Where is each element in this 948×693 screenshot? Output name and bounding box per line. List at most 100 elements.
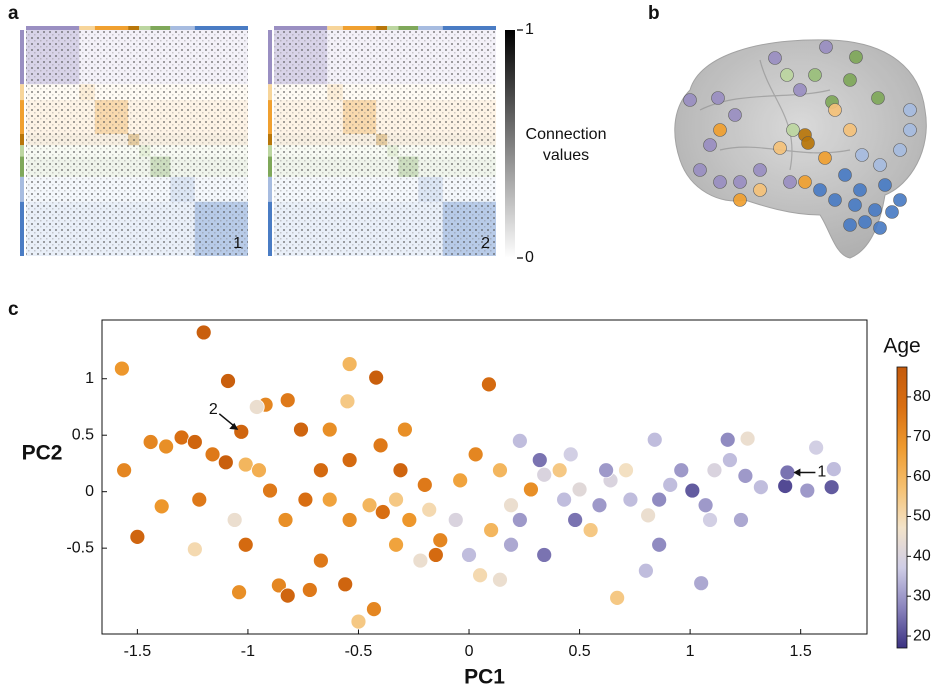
brain-node: [813, 183, 827, 197]
colorbar-label: Age: [883, 335, 920, 358]
data-point: [312, 552, 329, 569]
data-point: [341, 512, 358, 528]
data-point: [397, 421, 413, 438]
data-point: [523, 481, 539, 498]
brain-node: [873, 158, 887, 172]
data-point: [492, 462, 508, 479]
data-point: [702, 512, 718, 528]
data-point: [237, 536, 254, 553]
y-tick-label: -0.5: [66, 539, 94, 556]
brain-node: [780, 68, 794, 82]
data-point: [618, 462, 634, 479]
data-point: [752, 479, 769, 496]
x-axis-label: PC1: [464, 666, 505, 689]
data-point: [673, 462, 690, 479]
data-point: [511, 432, 528, 449]
data-point: [186, 434, 203, 450]
module-bar: [194, 26, 248, 30]
data-point: [582, 522, 599, 538]
data-point: [638, 562, 654, 579]
brain-node: [703, 138, 717, 152]
y-tick-label: 0: [85, 483, 94, 500]
data-point: [556, 491, 572, 508]
data-point: [191, 491, 208, 508]
module-bar: [139, 26, 151, 30]
module-bar: [20, 30, 24, 85]
brain-node: [843, 218, 857, 232]
data-point: [427, 547, 444, 563]
module-bar: [418, 26, 443, 30]
module-bar: [398, 26, 419, 30]
panel-label: a: [8, 3, 19, 24]
brain-node: [808, 68, 822, 82]
module-bar: [268, 100, 272, 134]
data-point: [277, 512, 294, 528]
y-axis-label: PC2: [22, 442, 63, 465]
brain-node: [768, 51, 782, 65]
colorbar-tick-label: 50: [913, 508, 931, 525]
x-tick-label: 0: [465, 643, 474, 660]
module-bar: [268, 176, 272, 202]
colorbar-tick-label: 1: [525, 21, 534, 38]
data-point: [195, 324, 212, 341]
data-point: [279, 392, 296, 409]
brain-node: [871, 91, 885, 105]
data-point: [416, 477, 433, 493]
brain-node: [853, 183, 867, 197]
module-bar: [268, 201, 272, 256]
module-bar: [170, 26, 195, 30]
brain-node: [753, 163, 767, 177]
colorbar: [505, 30, 515, 258]
x-tick-label: -1.5: [124, 643, 152, 660]
data-point: [113, 360, 130, 377]
x-tick-label: 0.5: [568, 643, 590, 660]
data-point: [231, 584, 247, 601]
data-point: [591, 497, 608, 514]
colorbar-tick-label: 70: [913, 428, 931, 445]
data-point: [432, 532, 449, 549]
brain-node: [849, 50, 863, 64]
brain-node: [728, 108, 742, 122]
matrix-label: 1: [233, 235, 242, 252]
data-point: [372, 437, 389, 454]
data-point: [173, 429, 190, 446]
data-point: [321, 491, 338, 508]
annotation-arrowhead: [229, 422, 239, 430]
module-bar: [94, 26, 129, 30]
x-tick-label: -0.5: [345, 643, 373, 660]
data-point: [662, 477, 679, 493]
brain-node: [878, 178, 892, 192]
brain-node: [711, 91, 725, 105]
matrix-label: 2: [481, 235, 490, 252]
data-point: [823, 479, 840, 496]
data-point: [779, 464, 796, 481]
matrix-texture: [26, 30, 248, 256]
y-tick-label: 1: [85, 370, 94, 387]
brain-node: [868, 203, 882, 217]
module-bar: [20, 201, 24, 256]
data-point: [622, 491, 639, 508]
y-tick-label: 0.5: [72, 426, 94, 443]
brain-node: [793, 83, 807, 97]
annotation: 1: [817, 464, 826, 481]
data-point: [341, 452, 358, 468]
data-point: [401, 512, 418, 528]
data-point: [412, 552, 429, 569]
data-point: [799, 482, 816, 499]
module-bar: [327, 26, 343, 30]
data-point: [312, 462, 329, 479]
data-point: [531, 452, 548, 468]
data-point: [722, 452, 738, 468]
panel-label: c: [8, 299, 19, 320]
colorbar-label: Connection values: [525, 126, 607, 164]
colorbar: [896, 366, 908, 649]
brain-node: [786, 123, 800, 137]
data-point: [321, 421, 338, 438]
data-point: [374, 504, 391, 520]
data-point: [536, 547, 553, 563]
colorbar-tick-label: 80: [913, 388, 931, 405]
module-bar: [20, 176, 24, 202]
data-point: [262, 482, 278, 499]
